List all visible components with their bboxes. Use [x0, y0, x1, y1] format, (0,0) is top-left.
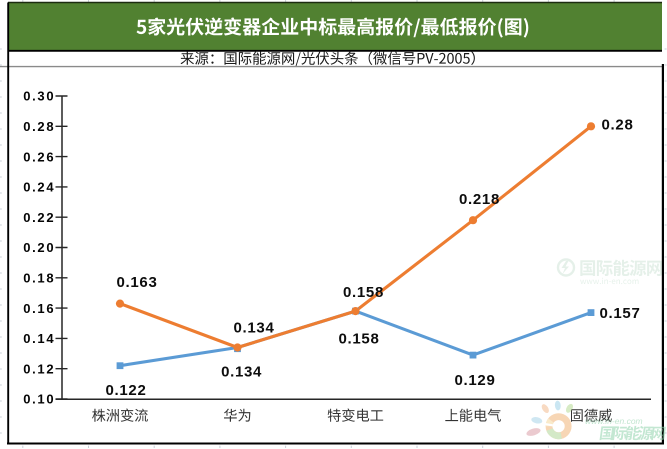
svg-text:0.12: 0.12 [23, 361, 55, 376]
svg-text:0.30: 0.30 [23, 89, 55, 104]
svg-text:0.16: 0.16 [23, 301, 55, 316]
svg-text:0.157: 0.157 [599, 305, 640, 322]
svg-text:0.10: 0.10 [23, 392, 55, 407]
svg-text:0.163: 0.163 [116, 274, 157, 291]
svg-text:0.158: 0.158 [343, 284, 384, 301]
svg-text:0.22: 0.22 [23, 210, 55, 225]
svg-text:0.20: 0.20 [23, 240, 55, 255]
svg-text:0.24: 0.24 [23, 180, 55, 195]
svg-text:www.in-en.com: www.in-en.com [585, 416, 643, 426]
svg-text:0.28: 0.28 [602, 116, 634, 133]
svg-text:0.134: 0.134 [233, 319, 274, 336]
svg-text:0.134: 0.134 [221, 363, 262, 380]
svg-text:0.18: 0.18 [23, 271, 55, 286]
svg-text:0.158: 0.158 [338, 330, 379, 347]
svg-text:0.122: 0.122 [105, 382, 146, 399]
svg-text:0.129: 0.129 [454, 372, 495, 389]
svg-text:0.28: 0.28 [23, 119, 55, 134]
svg-text:0.218: 0.218 [459, 191, 500, 208]
svg-text:0.26: 0.26 [23, 149, 55, 164]
svg-text:0.14: 0.14 [23, 331, 55, 346]
